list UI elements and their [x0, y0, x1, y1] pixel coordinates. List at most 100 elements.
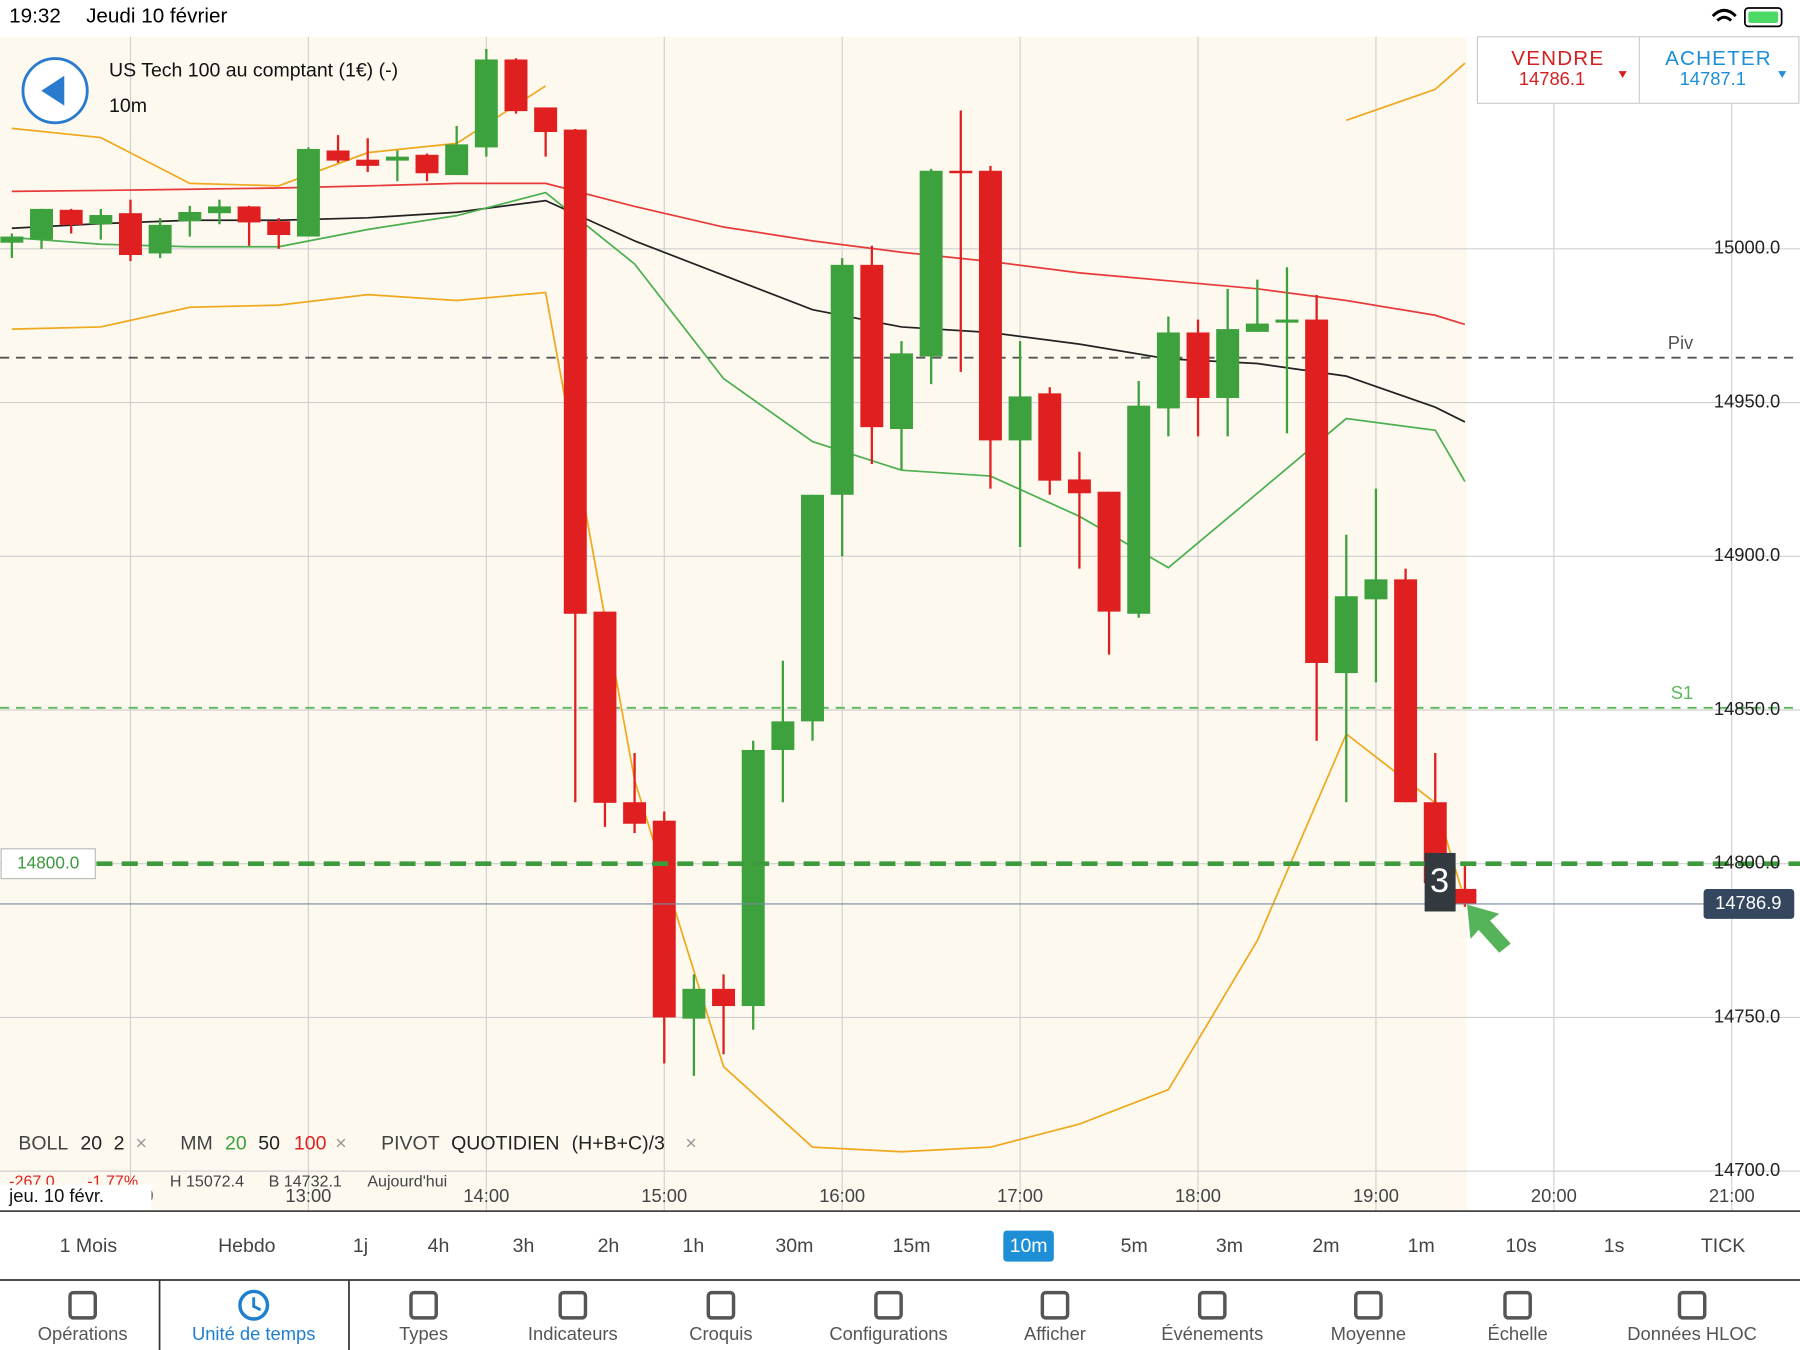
indicator-legend: MM — [180, 1133, 213, 1155]
toolbar-button[interactable]: Unité de temps — [192, 1323, 315, 1344]
timeframe-button[interactable]: 4h — [428, 1235, 450, 1257]
indicator-legend: BOLL — [18, 1133, 68, 1155]
candle-body — [712, 988, 736, 1007]
timeframe-button[interactable]: 1h — [683, 1235, 705, 1257]
last-price-box — [1703, 889, 1795, 919]
toolbar-button[interactable]: Configurations — [829, 1323, 947, 1344]
toolbar-button[interactable]: Événements — [1161, 1323, 1263, 1344]
status-date: Jeudi 10 février — [86, 5, 227, 28]
arrow-icon — [1467, 904, 1511, 953]
timeframe-button[interactable]: Hebdo — [218, 1235, 276, 1257]
candle-body — [801, 494, 825, 722]
candle-body — [326, 150, 350, 161]
timeframe-button[interactable]: 3h — [513, 1235, 535, 1257]
candle-body — [1127, 405, 1151, 614]
indicator-legend: 100 — [294, 1133, 327, 1155]
buy-price[interactable]: 14787.1 — [1680, 68, 1746, 89]
battery-fill — [1748, 11, 1779, 23]
y-tick-label: 14900.0 — [1714, 544, 1780, 565]
candle-body — [830, 264, 854, 495]
toolbar-icon — [252, 1297, 262, 1312]
toolbar-button[interactable]: Croquis — [689, 1323, 752, 1344]
toolbar-button[interactable]: Données HLOC — [1627, 1323, 1757, 1344]
candle-body — [415, 154, 439, 174]
sell-label[interactable]: VENDRE — [1511, 47, 1604, 70]
info-text: H 15072.4 — [170, 1173, 244, 1191]
timeframe-button[interactable]: 1j — [353, 1235, 368, 1257]
candle-body — [1305, 319, 1329, 663]
last-price-label: 14786.9 — [1715, 892, 1781, 913]
timeframe-button[interactable]: 30m — [775, 1235, 813, 1257]
x-tick-label: 18:00 — [1175, 1185, 1221, 1206]
indicator-legend[interactable]: × — [135, 1133, 146, 1155]
toolbar-icon — [874, 1290, 903, 1320]
candle-body — [1097, 491, 1121, 612]
toolbar-icon — [1503, 1290, 1532, 1320]
info-text: Aujourd'hui — [367, 1173, 447, 1191]
candle-body — [1364, 579, 1388, 600]
candle-body — [474, 59, 498, 148]
timeframe-button[interactable]: 1 Mois — [60, 1235, 118, 1257]
y-tick-label: 14700.0 — [1714, 1159, 1780, 1180]
timeframe-button[interactable]: TICK — [1701, 1235, 1745, 1257]
indicator-legend: QUOTIDIEN — [451, 1133, 559, 1155]
candle-body — [385, 156, 409, 161]
candle-body — [919, 170, 943, 357]
candle-body — [593, 611, 617, 803]
toolbar-button[interactable]: Indicateurs — [528, 1323, 618, 1344]
timeframe-button[interactable]: 2m — [1312, 1235, 1339, 1257]
timeframe-button[interactable]: 10s — [1505, 1235, 1537, 1257]
timeframe-button[interactable]: 15m — [893, 1235, 931, 1257]
toolbar-button[interactable]: Moyenne — [1331, 1323, 1407, 1344]
info-text: B 14732.1 — [269, 1173, 342, 1191]
indicator-line — [11, 191, 1466, 569]
buy-label[interactable]: ACHETER — [1665, 47, 1772, 70]
toolbar-icon — [68, 1290, 98, 1320]
candle-body — [1067, 479, 1091, 494]
sell-price[interactable]: 14786.1 — [1519, 68, 1585, 89]
toolbar-button[interactable]: Types — [399, 1323, 448, 1344]
candle-body — [237, 206, 261, 223]
toolbar-button[interactable]: Afficher — [1024, 1323, 1086, 1344]
toolbar-icon — [409, 1290, 438, 1320]
pivot-label: Piv — [1668, 332, 1694, 353]
indicator-legend: 50 — [258, 1133, 280, 1155]
timeframe-button[interactable]: 1s — [1604, 1235, 1625, 1257]
candle-body — [1156, 332, 1180, 409]
timeframe-button[interactable]: 5m — [1121, 1235, 1148, 1257]
y-tick-label: 14950.0 — [1714, 390, 1780, 411]
timeframe-button[interactable]: 3m — [1216, 1235, 1243, 1257]
y-tick-label: 14800.0 — [1714, 852, 1780, 873]
candle-body — [741, 749, 765, 1007]
status-time: 19:32 — [9, 5, 61, 28]
order-label-box — [0, 848, 96, 880]
candle-body — [445, 144, 469, 176]
candle-body — [890, 353, 913, 430]
candle-body — [1453, 888, 1477, 904]
toolbar-icon — [1040, 1290, 1070, 1320]
toolbar-button[interactable]: Échelle — [1487, 1323, 1547, 1344]
indicator-legend[interactable]: × — [335, 1133, 346, 1155]
candle-body — [89, 215, 113, 225]
timeframe-button[interactable]: 1m — [1408, 1235, 1435, 1257]
candle-body — [860, 264, 884, 428]
toolbar-icon — [1677, 1290, 1707, 1320]
toolbar-button[interactable]: Opérations — [38, 1323, 128, 1344]
candle-body — [534, 107, 558, 133]
indicator-line — [11, 199, 1466, 423]
candle-body — [1186, 332, 1210, 398]
sell-caret — [1618, 71, 1627, 79]
toolbar-icon — [558, 1290, 588, 1320]
candle-body — [1334, 596, 1358, 674]
candle-body — [682, 988, 706, 1019]
annotation: 3 — [1430, 862, 1449, 900]
indicator-legend[interactable]: × — [685, 1133, 696, 1155]
y-tick-label: 14850.0 — [1714, 698, 1780, 719]
candle-body — [563, 129, 587, 614]
battery-icon — [1744, 7, 1783, 28]
candle-body — [0, 236, 24, 243]
date-label: jeu. 10 févr. — [8, 1185, 104, 1206]
candle-body — [118, 213, 142, 256]
timeframe-button[interactable]: 10m — [1010, 1235, 1048, 1257]
timeframe-button[interactable]: 2h — [598, 1235, 620, 1257]
